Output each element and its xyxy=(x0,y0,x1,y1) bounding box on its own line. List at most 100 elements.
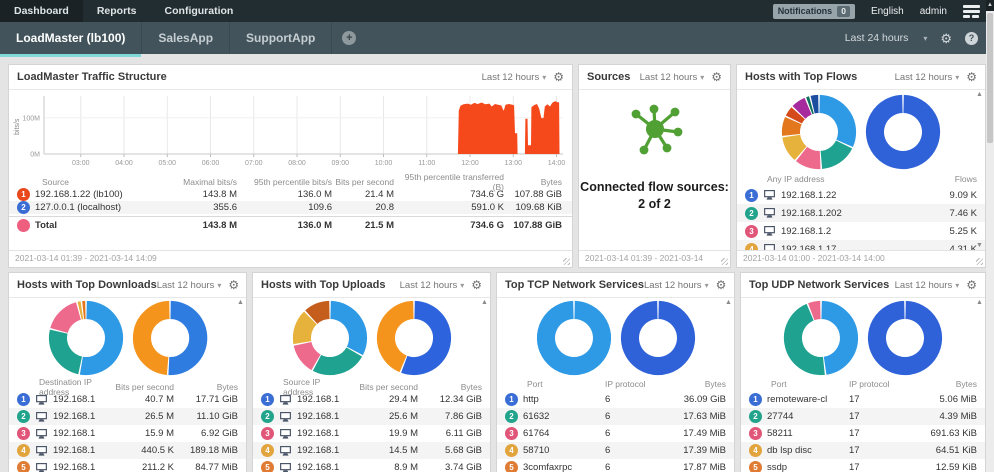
host-ip: 192.168.1.16 xyxy=(297,462,340,472)
gear-icon[interactable]: ⚙ xyxy=(966,70,977,84)
rank-badge: 5 xyxy=(505,461,518,472)
table-row[interactable]: 2 192.168.1.2 26.5 M 11.10 GiB xyxy=(9,408,246,425)
gear-icon[interactable]: ⚙ xyxy=(553,70,564,84)
gear-icon[interactable]: ⚙ xyxy=(715,278,727,292)
panel-time-range[interactable]: Last 12 hours xyxy=(639,71,698,83)
rank-badge: 3 xyxy=(745,224,758,238)
widget-scrollbar[interactable]: ▲ xyxy=(975,299,984,472)
tab-salesapp[interactable]: SalesApp xyxy=(142,22,231,54)
table-header-row: Source IP address Bits per second Bytes xyxy=(253,377,490,397)
table-row[interactable]: 4 db lsp disc 17 64.51 KiB xyxy=(741,442,985,459)
panel-time-range[interactable]: Last 12 hours xyxy=(643,279,702,291)
widget-scrollbar[interactable]: ▲ xyxy=(480,299,489,472)
gear-icon[interactable]: ⚙ xyxy=(228,278,240,292)
table-row[interactable]: 5 192.168.1.201 211.2 K 84.77 MiB xyxy=(9,459,246,472)
user-menu[interactable]: admin xyxy=(919,5,947,17)
gear-icon[interactable]: ⚙ xyxy=(711,70,722,84)
table-row[interactable]: 1 192.168.1.22 9.09 K xyxy=(737,186,985,204)
table-row[interactable]: 2 61632 6 17.63 MiB xyxy=(497,408,734,425)
panel-time-range[interactable]: Last 12 hours xyxy=(894,71,953,83)
settings-gear-icon[interactable]: ⚙ xyxy=(940,30,952,46)
rank-badge: 3 xyxy=(261,427,274,440)
scroll-up-icon[interactable]: ▲ xyxy=(976,91,983,98)
global-time-range-selector[interactable]: Last 24 hours xyxy=(844,32,909,44)
table-row[interactable]: 3 61764 6 17.49 MiB xyxy=(497,425,734,442)
panel-title: Top UDP Network Services xyxy=(749,279,890,291)
scrollbar-thumb[interactable] xyxy=(987,13,993,143)
scroll-up-icon[interactable]: ▲ xyxy=(725,299,732,306)
nav-dashboard[interactable]: Dashboard xyxy=(0,0,83,22)
panel-time-range[interactable]: Last 12 hours xyxy=(399,279,458,291)
language-selector[interactable]: English xyxy=(870,5,904,17)
panel-time-range[interactable]: Last 12 hours xyxy=(481,71,540,83)
bytes: 84.77 MiB xyxy=(195,462,238,472)
rank-badge: 2 xyxy=(17,410,30,423)
service-port: http xyxy=(523,394,539,405)
rank-badge: 3 xyxy=(749,427,762,440)
menu-icon[interactable] xyxy=(963,4,980,18)
source-label: 192.168.1.22 (lb100) xyxy=(35,189,123,200)
column-header: Bytes xyxy=(460,382,482,392)
table-row[interactable]: 3 192.168.1.3 19.9 M 6.11 GiB xyxy=(253,425,490,442)
add-dashboard-icon[interactable]: + xyxy=(342,31,357,45)
table-row[interactable]: 4 192.168.1.202 440.5 K 189.18 MiB xyxy=(9,442,246,459)
table-row[interactable]: 1 192.168.1.22 40.7 M 17.71 GiB xyxy=(9,391,246,408)
tab-loadmaster[interactable]: LoadMaster (lb100) xyxy=(0,22,143,57)
scroll-down-icon[interactable]: ▼ xyxy=(976,242,983,249)
table-row[interactable]: 1 192.168.1.22 (lb100) 143.8 M 136.0 M 2… xyxy=(9,188,572,201)
p95-transferred: 734.6 G xyxy=(470,189,504,200)
notifications-button[interactable]: Notifications 0 xyxy=(772,3,855,19)
bits-per-second: 19.9 M xyxy=(388,428,418,439)
table-row[interactable]: 1 remoteware-cl 17 5.06 MiB xyxy=(741,391,985,408)
table-row[interactable]: 5 3comfaxrpc 6 17.87 MiB xyxy=(497,459,734,472)
table-row[interactable]: 2 192.168.1.202 7.46 K xyxy=(737,204,985,222)
table-row[interactable]: 4 192.168.1.201 14.5 M 5.68 GiB xyxy=(253,442,490,459)
tab-supportapp[interactable]: SupportApp xyxy=(230,22,333,54)
panel-time-range[interactable]: Last 12 hours xyxy=(156,279,215,291)
resize-handle-icon[interactable] xyxy=(563,258,570,265)
bytes: 4.39 MiB xyxy=(939,411,978,422)
scroll-up-icon[interactable]: ▲ xyxy=(986,0,994,11)
p95-bits: 136.0 M xyxy=(297,189,332,200)
rank-badge: 2 xyxy=(261,410,274,423)
table-row[interactable]: 2 127.0.0.1 (localhost) 355.6 109.6 20.8… xyxy=(9,201,572,214)
scroll-up-icon[interactable]: ▲ xyxy=(481,299,488,306)
table-row[interactable]: 3 192.168.1.7 15.9 M 6.92 GiB xyxy=(9,425,246,442)
scroll-up-icon[interactable]: ▲ xyxy=(237,299,244,306)
maximal-bits: 143.8 M xyxy=(202,219,237,231)
table-row[interactable]: 3 58211 17 691.63 KiB xyxy=(741,425,985,442)
panel-footer-timestamp: 2021-03-14 01:39 - 2021-03-14 14:09 xyxy=(9,250,572,267)
table-row[interactable]: 3 192.168.1.2 5.25 K xyxy=(737,222,985,240)
table-row[interactable]: 4 58710 6 17.39 MiB xyxy=(497,442,734,459)
nav-configuration[interactable]: Configuration xyxy=(164,5,234,17)
svg-text:100M: 100M xyxy=(22,115,40,122)
bytes: 11.10 GiB xyxy=(196,411,238,422)
help-icon[interactable]: ? xyxy=(965,31,978,45)
host-ip: 192.168.1.22 xyxy=(781,189,837,201)
panel-time-range[interactable]: Last 12 hours xyxy=(894,279,953,291)
nav-reports[interactable]: Reports xyxy=(96,5,137,17)
resize-handle-icon[interactable] xyxy=(976,258,983,265)
resize-handle-icon[interactable] xyxy=(721,258,728,265)
total-badge xyxy=(17,218,30,232)
table-row[interactable]: 2 192.168.1.17 25.6 M 7.86 GiB xyxy=(253,408,490,425)
scroll-up-icon[interactable]: ▲ xyxy=(976,299,983,306)
widget-scrollbar[interactable]: ▲ xyxy=(724,299,733,472)
flows-count: 5.25 K xyxy=(949,225,977,237)
widget-scrollbar[interactable]: ▲ xyxy=(236,299,245,472)
ip-protocol: 6 xyxy=(605,462,611,472)
host-ip: 192.168.1.201 xyxy=(53,462,96,472)
table-row[interactable]: 5 ssdp 17 12.59 KiB xyxy=(741,459,985,472)
table-row[interactable]: 2 27744 17 4.39 MiB xyxy=(741,408,985,425)
gear-icon[interactable]: ⚙ xyxy=(471,278,482,292)
chevron-down-icon: ▾ xyxy=(217,280,222,290)
page-scrollbar[interactable]: ▲ xyxy=(986,0,994,472)
bytes: 109.68 KiB xyxy=(515,202,562,213)
table-row[interactable]: 5 192.168.1.16 8.9 M 3.74 GiB xyxy=(253,459,490,472)
host-ip: 192.168.1.2 xyxy=(53,411,96,422)
table-row[interactable]: 1 http 6 36.09 GiB xyxy=(497,391,734,408)
panel-top-tcp-services: Top TCP Network Services Last 12 hours ▾… xyxy=(496,272,735,472)
table-row[interactable]: 1 192.168.1.202 29.4 M 12.34 GiB xyxy=(253,391,490,408)
widget-scrollbar[interactable]: ▲ ▼ xyxy=(975,91,984,250)
gear-icon[interactable]: ⚙ xyxy=(966,278,977,292)
